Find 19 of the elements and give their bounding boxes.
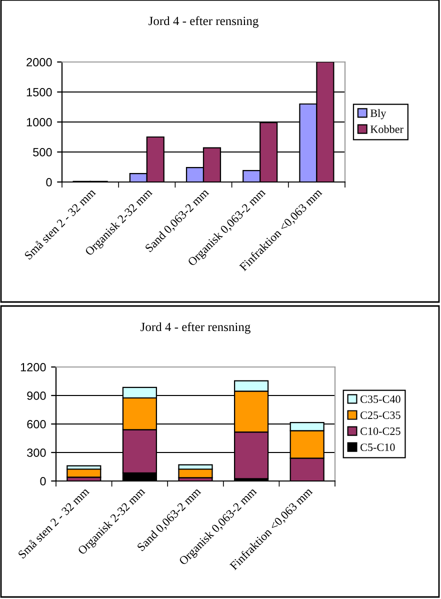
legend-label: C35-C40 [360,395,400,403]
bar [66,468,102,478]
legend-label: Kobber [370,125,404,134]
y-tick-label: 500 [33,148,52,156]
y-tick-label: 1200 [20,363,46,372]
chart-title: Jord 4 - efter rensning [148,16,258,28]
y-tick-label: 600 [27,420,46,428]
y-tick-label: 900 [27,392,46,400]
legend-label: C5-C10 [360,444,395,452]
y-tick-label: 2000 [26,58,52,66]
y-tick-label: 1000 [26,118,52,126]
legend-label: Bly [370,109,386,120]
chart-title: Jord 4 - efter rensning [140,322,250,334]
y-tick-label: 0 [46,178,52,186]
legend-label: C10-C25 [360,428,400,435]
y-tick-label: 300 [27,448,46,457]
y-tick-label: 0 [40,477,46,486]
legend-label: C25-C35 [360,412,400,419]
y-tick-label: 1500 [26,88,52,96]
